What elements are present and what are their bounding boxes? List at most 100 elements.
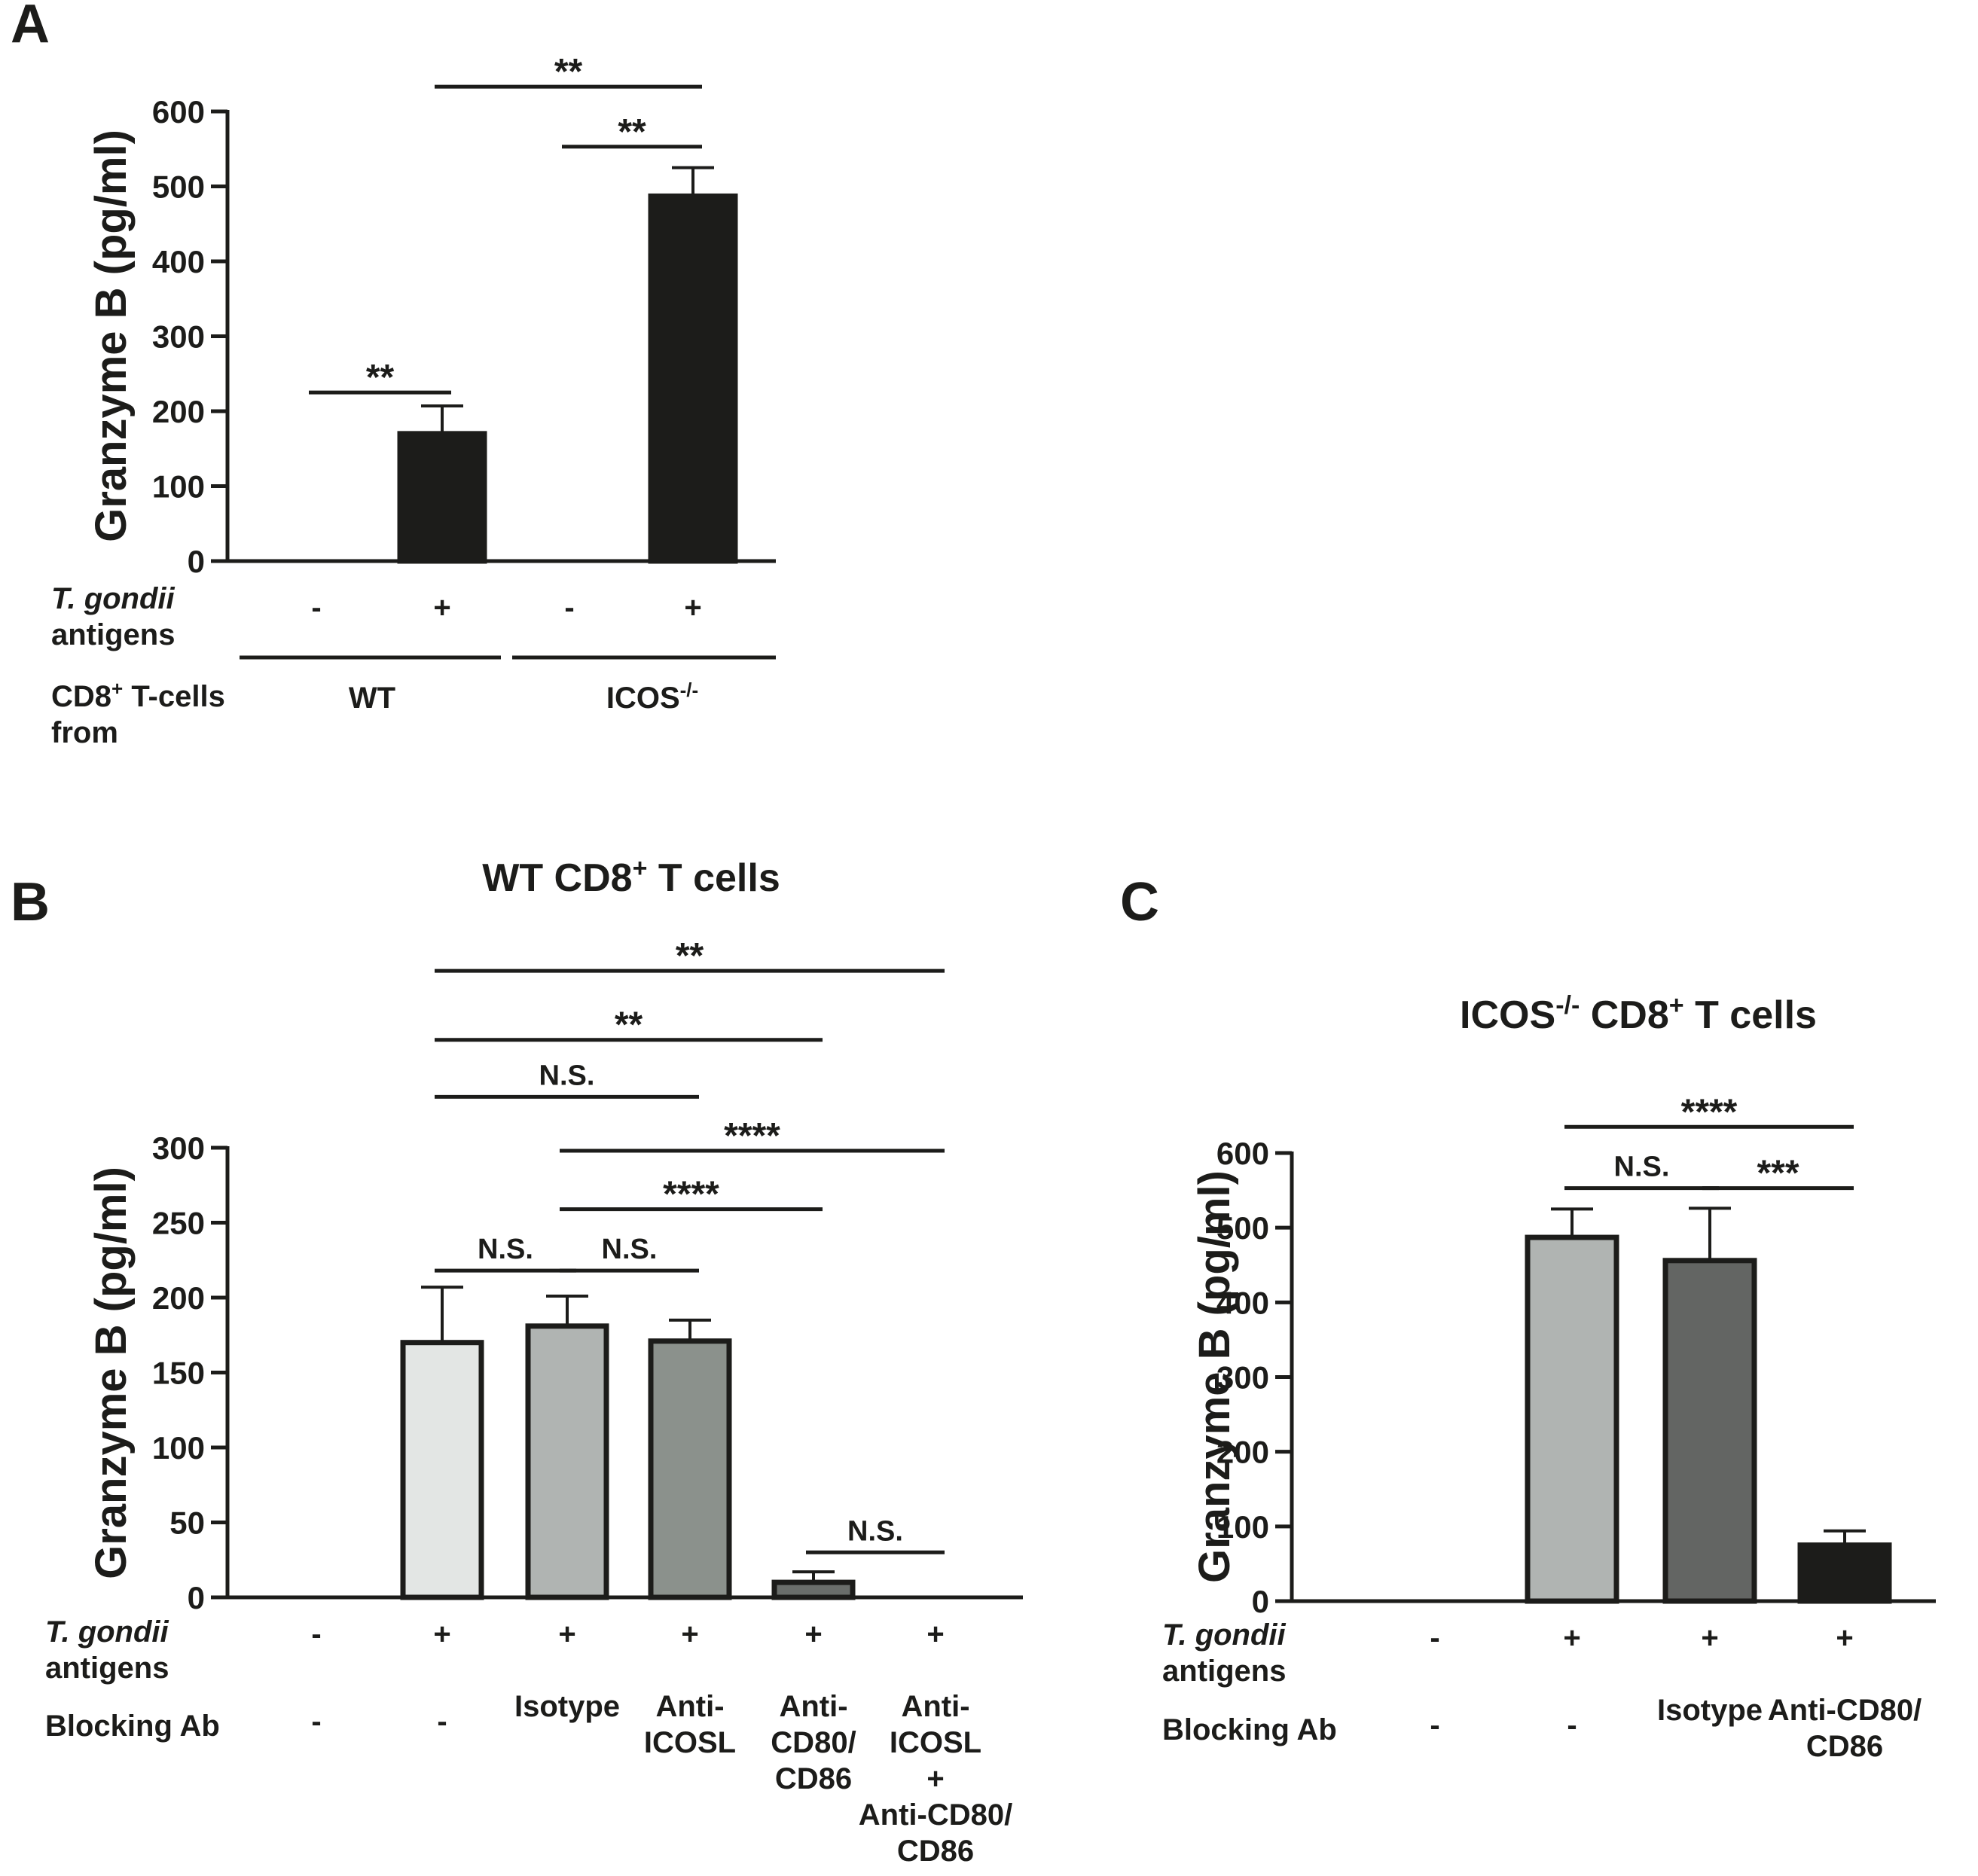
y-tick-label: 100 — [152, 1430, 205, 1466]
y-tick-label: 150 — [152, 1356, 205, 1391]
group-name: ICOS-/- — [606, 679, 698, 715]
group-name-part: ICOS — [606, 682, 680, 715]
y-tick-label: 300 — [152, 1130, 205, 1166]
title-part: T cells — [1684, 993, 1817, 1037]
row-value: CD80/ — [771, 1726, 856, 1759]
y-tick-label: 400 — [152, 244, 205, 279]
row-value: ICOSL — [644, 1726, 736, 1759]
row-value: CD86 — [775, 1762, 852, 1795]
panel-title: ICOS-/- CD8+ T cells — [1460, 991, 1817, 1037]
significance-label: **** — [663, 1175, 719, 1215]
row-value: + — [681, 1618, 698, 1651]
group-label-superscript: + — [111, 677, 123, 700]
significance-label: N.S. — [1614, 1152, 1670, 1183]
significance-label: ** — [366, 358, 395, 398]
row-label: antigens — [51, 618, 175, 651]
title-superscript: + — [633, 854, 648, 883]
title-superscript: -/- — [1555, 991, 1580, 1020]
row-value: + — [926, 1762, 944, 1795]
title-part: T cells — [647, 856, 780, 900]
y-tick-label: 300 — [1216, 1360, 1269, 1396]
significance-label: ** — [676, 936, 704, 976]
row-value: - — [311, 1618, 321, 1651]
row-value: CD86 — [897, 1835, 974, 1868]
significance-label: N.S. — [847, 1515, 903, 1547]
y-tick-label: 0 — [1252, 1584, 1269, 1619]
y-tick-label: 100 — [1216, 1509, 1269, 1545]
row-label: antigens — [45, 1652, 169, 1685]
row-value: CD86 — [1806, 1730, 1883, 1763]
row-value: Anti-CD80/ — [1768, 1694, 1922, 1727]
bar — [1797, 1542, 1892, 1604]
y-tick-label: 200 — [152, 394, 205, 429]
group-name: WT — [349, 682, 395, 715]
group-row-label: CD8+ T-cells — [51, 677, 225, 713]
bar — [397, 431, 487, 564]
row-label: Blocking Ab — [1162, 1713, 1337, 1746]
y-tick-label: 50 — [169, 1505, 205, 1541]
y-tick-label: 600 — [1216, 1136, 1269, 1171]
y-tick-label: 600 — [152, 94, 205, 130]
group-label-part: CD8 — [51, 680, 111, 713]
significance-label: N.S. — [478, 1234, 533, 1265]
y-tick-label: 200 — [152, 1280, 205, 1316]
y-axis-label: Granzyme B (pg/ml) — [87, 130, 136, 542]
row-value: Anti- — [655, 1690, 724, 1723]
row-value: + — [926, 1618, 944, 1651]
row-value: + — [684, 591, 701, 624]
row-value: + — [804, 1618, 822, 1651]
significance-label: ** — [554, 52, 583, 92]
significance-label: ** — [618, 112, 646, 152]
bar — [400, 1340, 484, 1600]
y-axis-label: Granzyme B (pg/ml) — [87, 1167, 136, 1579]
y-tick-label: 250 — [152, 1206, 205, 1241]
row-label-italic: T. gondii — [51, 582, 176, 615]
row-value: Anti- — [901, 1690, 969, 1723]
row-value: + — [433, 591, 450, 624]
title-part: CD8 — [1580, 993, 1668, 1037]
bar — [648, 193, 738, 564]
panel-label: C — [1120, 872, 1159, 932]
y-axis-label: Granzyme B (pg/ml) — [1190, 1170, 1239, 1583]
row-label: Blocking Ab — [45, 1710, 220, 1743]
row-value: + — [558, 1618, 575, 1651]
row-value: ICOSL — [890, 1726, 981, 1759]
row-label-italic: T. gondii — [1162, 1618, 1287, 1652]
panel-a: A Granzyme B (pg/ml) 0 100 200 300 400 500 600 **… — [11, 0, 776, 749]
y-tick-label: 500 — [1216, 1210, 1269, 1246]
title-part: ICOS — [1460, 993, 1555, 1037]
significance-label: **** — [724, 1116, 780, 1156]
significance-label: ** — [615, 1005, 643, 1045]
y-tick-label: 100 — [152, 469, 205, 505]
row-value: - — [1567, 1709, 1577, 1742]
row-value: + — [1563, 1621, 1580, 1655]
row-value: Anti-CD80/ — [859, 1798, 1012, 1832]
bar — [648, 1338, 732, 1600]
row-value: - — [1430, 1621, 1439, 1655]
panel-label: A — [11, 0, 50, 54]
significance-label: **** — [1681, 1092, 1738, 1132]
row-value: - — [437, 1705, 447, 1738]
y-tick-label: 0 — [188, 544, 205, 579]
row-label-italic: T. gondii — [45, 1615, 169, 1649]
title-superscript: + — [1669, 991, 1684, 1020]
row-value: - — [1430, 1709, 1439, 1742]
bar — [771, 1579, 856, 1600]
significance-label: N.S. — [539, 1060, 595, 1091]
significance-label: N.S. — [602, 1234, 658, 1265]
group-name-superscript: -/- — [680, 679, 699, 701]
group-label-part: T-cells — [123, 680, 225, 713]
y-tick-label: 400 — [1216, 1285, 1269, 1320]
row-value: Isotype — [1657, 1694, 1763, 1727]
group-name-part: WT — [349, 682, 395, 715]
row-value: - — [311, 1705, 321, 1738]
bar — [1662, 1258, 1757, 1604]
row-value: - — [311, 591, 321, 624]
row-value: - — [564, 591, 574, 624]
title-part: WT CD8 — [482, 856, 632, 900]
bar — [525, 1323, 609, 1600]
y-tick-label: 0 — [188, 1580, 205, 1615]
y-tick-label: 200 — [1216, 1435, 1269, 1470]
